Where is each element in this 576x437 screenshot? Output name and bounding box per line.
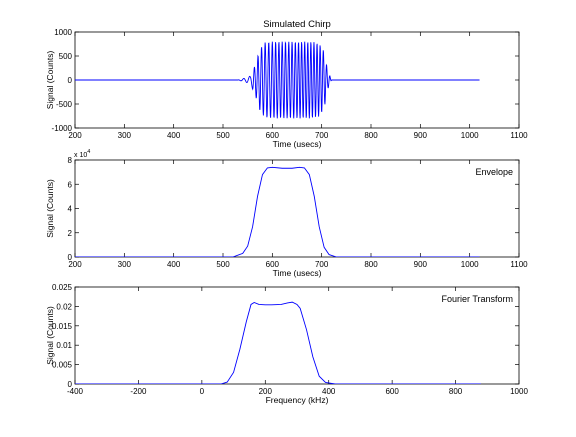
x-tick-label: 600 xyxy=(266,260,280,269)
axes-frame xyxy=(74,286,520,385)
y-tick-label: 4 xyxy=(68,205,73,214)
y-axis-label: Signal (Counts) xyxy=(45,51,55,110)
y-tick-label: 0.02 xyxy=(56,302,72,311)
x-axis-label: Time (usecs) xyxy=(273,268,322,278)
x-tick-label: 200 xyxy=(68,131,82,140)
chart-title: Simulated Chirp xyxy=(263,19,331,30)
y-exponent-power: 4 xyxy=(87,149,90,155)
x-tick-label: 1100 xyxy=(510,131,528,140)
x-tick-label: 900 xyxy=(414,131,428,140)
series-line xyxy=(75,166,480,257)
x-tick-label: 400 xyxy=(167,260,181,269)
x-axis-label: Time (usecs) xyxy=(273,139,322,149)
subplot-1: 200 300 400 500 600 700 800 900 1000 1100 -1000 -50… xyxy=(45,19,528,149)
x-tick-label: 700 xyxy=(315,131,329,140)
y-exponent-base: x 10 xyxy=(74,152,87,159)
x-tick-label: 800 xyxy=(364,260,378,269)
series-line xyxy=(75,41,480,119)
x-tick-label: 0 xyxy=(200,387,205,396)
y-tick-label: -500 xyxy=(56,100,73,109)
y-tick-label: 2 xyxy=(68,229,73,238)
y-tick-label: 0 xyxy=(68,253,73,262)
y-tick-label: -1000 xyxy=(52,124,73,133)
y-tick-label: 6 xyxy=(68,180,73,189)
x-tick-label: 300 xyxy=(118,260,132,269)
subplot-3: -400 -200 0 200 400 600 800 1000 0 0.005 0.01 0.015… xyxy=(45,283,528,405)
x-tick-label: 600 xyxy=(385,387,399,396)
x-tick-label: 200 xyxy=(68,260,82,269)
x-tick-label: 1000 xyxy=(510,387,528,396)
x-tick-label: 400 xyxy=(167,131,181,140)
annotation-text: Envelope xyxy=(475,167,513,177)
y-tick-label: 0.005 xyxy=(52,361,73,370)
y-axis-label: Signal (Counts) xyxy=(45,179,55,238)
x-tick-label: 800 xyxy=(449,387,463,396)
subplot-2: 200 300 400 500 600 700 800 900 1000 1100 0 2 4 6 8x 1… xyxy=(45,149,528,278)
x-tick-label: 300 xyxy=(118,131,132,140)
y-axis-label: Signal (Counts) xyxy=(45,306,55,365)
series-line xyxy=(75,301,481,384)
x-tick-label: 900 xyxy=(414,260,428,269)
y-tick-label: 8 xyxy=(68,156,73,165)
x-tick-label: 500 xyxy=(216,131,230,140)
x-tick-label: 400 xyxy=(322,387,336,396)
x-tick-label: 1100 xyxy=(510,260,528,269)
x-tick-label: -200 xyxy=(130,387,147,396)
y-tick-label: 0.015 xyxy=(52,322,73,331)
x-tick-label: 500 xyxy=(216,260,230,269)
annotation-text: Fourier Transform xyxy=(441,294,513,304)
y-exponent-label: x 104 xyxy=(74,149,90,159)
y-tick-label: 0.025 xyxy=(52,283,73,292)
y-tick-label: 1000 xyxy=(54,28,72,37)
x-tick-label: 1000 xyxy=(461,131,479,140)
y-tick-label: 500 xyxy=(59,52,73,61)
y-tick-label: 0.01 xyxy=(56,341,72,350)
x-tick-label: 800 xyxy=(364,131,378,140)
y-tick-label: 0 xyxy=(68,380,73,389)
x-tick-label: 200 xyxy=(259,387,273,396)
x-axis-label: Frequency (kHz) xyxy=(266,395,329,405)
y-tick-label: 0 xyxy=(68,76,73,85)
x-tick-label: 600 xyxy=(266,131,280,140)
axes-frame xyxy=(74,159,520,258)
x-tick-label: 1000 xyxy=(461,260,479,269)
x-tick-label: 700 xyxy=(315,260,329,269)
x-tick-label: -400 xyxy=(67,387,84,396)
